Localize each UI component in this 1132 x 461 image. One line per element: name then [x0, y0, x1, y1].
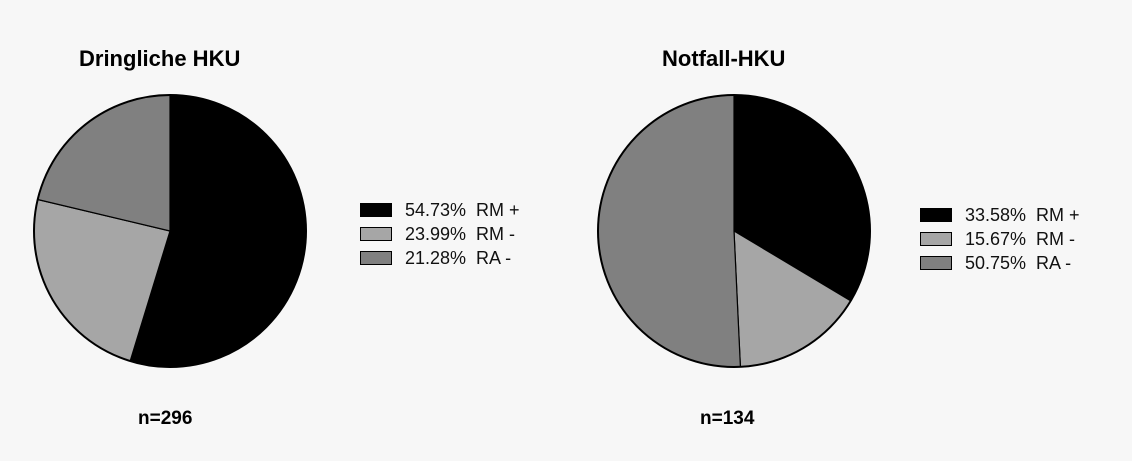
pie-chart-dringliche: Dringliche HKU 54.73% RM + 23.99% RM - 2…: [33, 46, 520, 429]
legend-swatch: [920, 232, 952, 246]
legend-item: 50.75% RA -: [920, 251, 1080, 275]
legend-label: 15.67% RM -: [965, 228, 1076, 249]
legend-label: 33.58% RM +: [965, 204, 1080, 225]
legend: 33.58% RM + 15.67% RM - 50.75% RA -: [920, 203, 1080, 275]
legend-swatch: [360, 203, 392, 217]
pie-slice-3: [597, 94, 742, 368]
sample-size-label: n=134: [700, 408, 755, 429]
legend-label: 21.28% RA -: [405, 247, 512, 268]
legend-label: 54.73% RM +: [405, 199, 520, 220]
chart-title: Dringliche HKU: [79, 46, 241, 71]
legend-swatch: [360, 251, 392, 265]
pie: [597, 94, 871, 368]
legend-label: 50.75% RA -: [965, 252, 1072, 273]
legend-item: 33.58% RM +: [920, 203, 1080, 227]
sample-size-label: n=296: [138, 408, 193, 429]
legend-label: 23.99% RM -: [405, 223, 516, 244]
legend-item: 15.67% RM -: [920, 227, 1080, 251]
chart-title: Notfall-HKU: [662, 46, 786, 71]
legend-item: 23.99% RM -: [360, 222, 520, 246]
legend-item: 21.28% RA -: [360, 246, 520, 270]
pie: [33, 94, 307, 368]
pie-chart-notfall: Notfall-HKU 33.58% RM + 15.67% RM - 50.7…: [566, 0, 1132, 461]
legend-item: 54.73% RM +: [360, 198, 520, 222]
legend-swatch: [920, 256, 952, 270]
legend-swatch: [360, 227, 392, 241]
pie-outline: [597, 94, 871, 368]
pie-outline: [33, 94, 307, 368]
legend-swatch: [920, 208, 952, 222]
legend: 54.73% RM + 23.99% RM - 21.28% RA -: [360, 198, 520, 270]
